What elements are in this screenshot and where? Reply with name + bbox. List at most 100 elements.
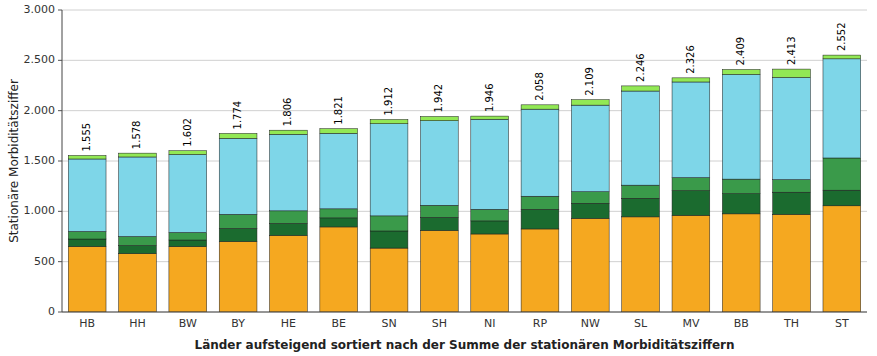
- bar-segment: [823, 55, 861, 59]
- bar-segment: [471, 221, 509, 234]
- category-label: MV: [682, 317, 699, 330]
- bar-segment: [119, 246, 157, 254]
- bar-segment: [672, 78, 710, 82]
- bar-segment: [672, 215, 710, 312]
- bar-segment: [68, 155, 106, 159]
- bar-segment: [420, 117, 458, 121]
- bar-segment: [521, 196, 559, 209]
- category-label: SL: [634, 317, 648, 330]
- tick-mark: [58, 312, 62, 313]
- tick-mark: [58, 10, 62, 11]
- bar-segment: [320, 209, 358, 218]
- bar-segment: [420, 217, 458, 230]
- bar-segment: [320, 133, 358, 209]
- tick-mark: [58, 60, 62, 61]
- bar-segment: [169, 240, 207, 247]
- bar-segment: [521, 209, 559, 229]
- bar-segment: [521, 105, 559, 109]
- bar-segment: [219, 242, 257, 312]
- tick-label: 1.500: [24, 154, 56, 167]
- category-label: RP: [533, 317, 548, 330]
- grid: [62, 10, 867, 312]
- bar-segment: [169, 151, 207, 155]
- bar-segment: [823, 190, 861, 206]
- bar-segment: [68, 159, 106, 231]
- total-label: 2.246: [635, 53, 646, 82]
- bar-segment: [320, 227, 358, 312]
- bar-segment: [672, 82, 710, 178]
- tick-mark: [58, 161, 62, 162]
- bar-segment: [270, 134, 308, 211]
- bar-segment: [68, 239, 106, 247]
- bar-segment: [571, 192, 609, 204]
- bar-segment: [169, 154, 207, 232]
- category-label: NW: [581, 317, 600, 330]
- bar-segment: [521, 109, 559, 196]
- grid-line: [62, 312, 867, 313]
- bar-segment: [722, 179, 760, 194]
- bar-segment: [370, 248, 408, 312]
- bars: [68, 55, 860, 312]
- axis-line: [62, 10, 63, 312]
- tick-label: 2.500: [24, 53, 56, 66]
- total-labels: 1.5551.5781.6021.7741.8061.8211.9121.942…: [81, 22, 847, 151]
- bar-segment: [773, 77, 811, 179]
- bar-segment: [722, 194, 760, 214]
- tick-label: 2.000: [24, 104, 56, 117]
- bar-segment: [119, 157, 157, 237]
- bar-segment: [420, 121, 458, 206]
- total-label: 1.806: [282, 98, 293, 127]
- bar-segment: [622, 86, 660, 91]
- bar-segment: [722, 69, 760, 74]
- bar-segment: [119, 254, 157, 312]
- total-label: 1.578: [131, 121, 142, 150]
- category-label: BB: [734, 317, 749, 330]
- bar-segment: [622, 185, 660, 198]
- category-label: HB: [79, 317, 95, 330]
- y-axis: 05001.0001.5002.0002.5003.000: [24, 3, 63, 318]
- bar-segment: [420, 205, 458, 217]
- tick-label: 500: [34, 255, 55, 268]
- bar-segment: [471, 119, 509, 209]
- bar-segment: [219, 228, 257, 241]
- bar-segment: [169, 232, 207, 240]
- category-label: BW: [179, 317, 197, 330]
- category-label: SN: [381, 317, 396, 330]
- bar-segment: [571, 105, 609, 192]
- category-label: BE: [331, 317, 346, 330]
- bar-segment: [370, 231, 408, 248]
- bar-segment: [571, 203, 609, 218]
- total-label: 1.774: [232, 101, 243, 130]
- bar-segment: [219, 214, 257, 228]
- bar-segment: [270, 130, 308, 134]
- bar-segment: [571, 100, 609, 105]
- total-label: 2.109: [584, 67, 595, 96]
- total-label: 1.602: [182, 118, 193, 147]
- bar-segment: [722, 214, 760, 312]
- bar-segment: [270, 211, 308, 224]
- bar-segment: [270, 223, 308, 235]
- chart: 05001.0001.5002.0002.5003.0001.5551.5781…: [0, 0, 877, 356]
- bar-segment: [622, 198, 660, 217]
- bar-segment: [320, 218, 358, 227]
- bar-segment: [622, 91, 660, 185]
- category-label: HH: [129, 317, 146, 330]
- tick-label: 3.000: [24, 3, 56, 16]
- bar-segment: [471, 234, 509, 312]
- grid-line: [62, 10, 867, 11]
- total-label: 2.552: [836, 22, 847, 51]
- bar-segment: [521, 229, 559, 312]
- bar-segment: [622, 217, 660, 312]
- y-axis-title: Stationäre Morbiditätsziffer: [7, 79, 21, 243]
- total-label: 1.821: [333, 96, 344, 125]
- category-label: SH: [432, 317, 447, 330]
- tick-label: 1.000: [24, 204, 56, 217]
- bar-segment: [320, 129, 358, 134]
- bar-segment: [471, 116, 509, 119]
- bar-segment: [119, 153, 157, 157]
- bar-segment: [471, 209, 509, 221]
- tick-mark: [58, 211, 62, 212]
- tick-mark: [58, 110, 62, 111]
- bar-segment: [370, 216, 408, 231]
- category-label: TH: [783, 317, 799, 330]
